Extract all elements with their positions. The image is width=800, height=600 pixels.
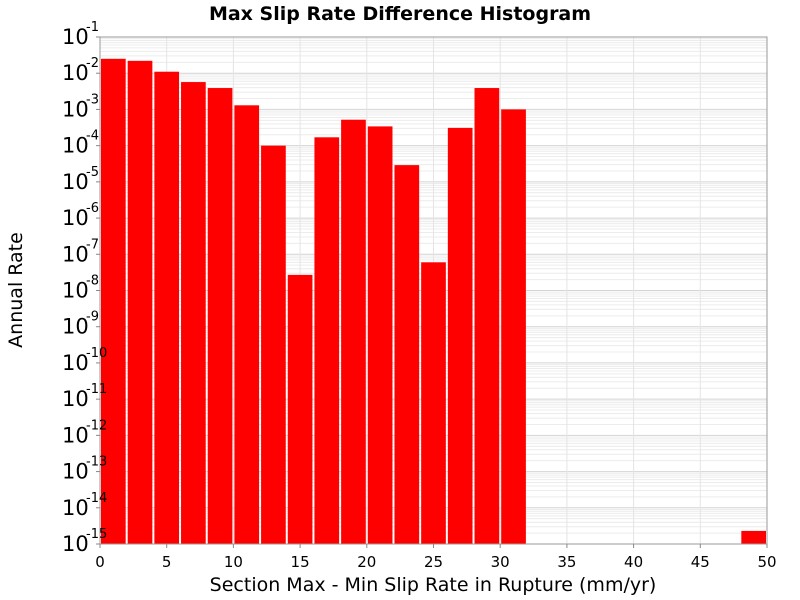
y-tick-exponent: -14	[86, 491, 107, 506]
y-axis-label: Annual Rate	[5, 232, 27, 348]
y-tick-label: 10	[62, 25, 89, 49]
y-tick-exponent: -4	[86, 129, 99, 144]
y-tick-exponent: -5	[86, 165, 99, 180]
y-tick-label: 10	[62, 170, 89, 194]
y-tick-label: 10	[62, 423, 89, 447]
x-axis-label: Section Max - Min Slip Rate in Rupture (…	[210, 574, 657, 596]
x-tick-label: 35	[557, 553, 576, 571]
y-tick-exponent: -13	[86, 455, 107, 470]
x-tick-label: 50	[757, 553, 776, 571]
x-tick-label: 15	[291, 553, 310, 571]
y-tick-exponent: -3	[86, 92, 99, 107]
histogram-bar	[181, 82, 206, 544]
histogram-bar	[741, 530, 766, 544]
x-tick-label: 40	[624, 553, 643, 571]
x-tick-label: 30	[491, 553, 510, 571]
y-tick-exponent: -12	[86, 418, 107, 433]
histogram-bar	[314, 137, 340, 545]
y-tick-label: 10	[62, 315, 89, 339]
x-tick-label: 0	[95, 553, 105, 571]
histogram-bar	[207, 88, 233, 544]
histogram-bar	[341, 119, 366, 544]
histogram-bar	[394, 165, 420, 544]
chart-title: Max Slip Rate Difference Histogram	[209, 3, 591, 25]
y-tick-label: 10	[62, 206, 89, 230]
y-tick-label: 10	[62, 279, 89, 303]
y-tick-label: 10	[62, 134, 89, 158]
histogram-bar	[101, 58, 126, 545]
y-tick-label: 10	[62, 496, 89, 520]
y-tick-exponent: -1	[86, 20, 99, 35]
y-tick-exponent: -11	[86, 382, 107, 397]
x-tick-label: 45	[691, 553, 710, 571]
y-tick-exponent: -10	[86, 346, 107, 361]
histogram-bar	[421, 262, 446, 544]
y-tick-label: 10	[62, 351, 89, 375]
histogram-bar	[154, 71, 180, 545]
y-tick-exponent: -8	[86, 274, 99, 289]
y-tick-exponent: -9	[86, 310, 99, 325]
x-tick-label: 5	[162, 553, 172, 571]
y-tick-label: 10	[62, 242, 89, 266]
x-tick-label: 25	[424, 553, 443, 571]
y-tick-label: 10	[62, 460, 89, 484]
histogram-bar	[287, 274, 313, 544]
y-tick-label: 10	[62, 532, 89, 556]
y-tick-exponent: -15	[86, 527, 107, 542]
y-tick-label: 10	[62, 61, 89, 85]
x-tick-label: 10	[224, 553, 243, 571]
x-tick-label: 20	[357, 553, 376, 571]
x-axis: 0 5 10 15 20 25 30 35 40 45 50	[95, 544, 777, 571]
histogram-bar	[234, 105, 260, 545]
histogram-bar	[127, 60, 153, 545]
y-tick-exponent: -7	[86, 237, 99, 252]
bars	[101, 58, 766, 545]
y-tick-label: 10	[62, 387, 89, 411]
histogram-bar	[474, 88, 500, 544]
histogram-bar	[501, 109, 526, 544]
histogram-bar	[447, 127, 473, 544]
histogram-bar	[261, 145, 286, 544]
histogram-bar	[367, 126, 393, 545]
y-tick-exponent: -2	[86, 56, 99, 71]
y-tick-exponent: -6	[86, 201, 99, 216]
y-axis: 10-110-210-310-410-510-610-710-810-910-1…	[62, 20, 107, 556]
y-tick-label: 10	[62, 97, 89, 121]
